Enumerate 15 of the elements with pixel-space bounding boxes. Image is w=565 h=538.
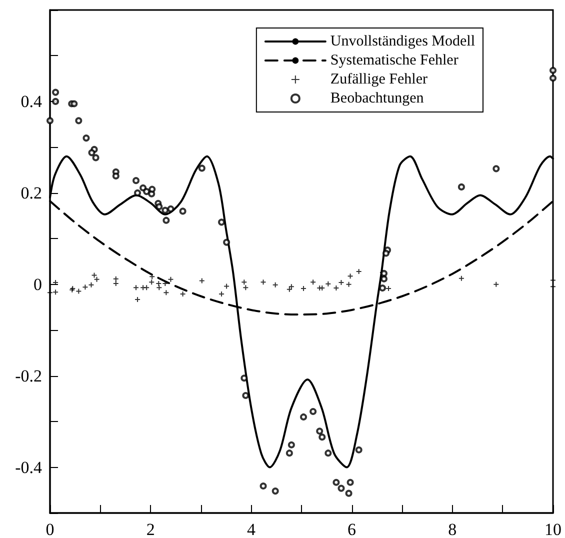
y-tick-label: -0.2 [15, 366, 42, 386]
y-tick-label: 0.4 [20, 92, 42, 111]
y-tick-label: 0 [34, 274, 42, 294]
legend-label: Zufällige Fehler [330, 72, 428, 88]
x-tick-label: 4 [246, 520, 256, 538]
y-tick-label: 0.2 [20, 183, 42, 202]
x-tick-label: 6 [348, 520, 356, 538]
x-tick-label: 8 [448, 520, 457, 538]
x-tick-label: 2 [146, 520, 155, 538]
legend-label: Systematische Fehler [330, 52, 458, 68]
legend-label: Unvollständiges Modell [330, 34, 476, 50]
x-tick-label: 0 [46, 520, 54, 538]
x-tick-label: 10 [544, 520, 562, 538]
legend-label: Beobachtungen [330, 90, 424, 106]
y-tick-label: -0.4 [15, 458, 42, 477]
